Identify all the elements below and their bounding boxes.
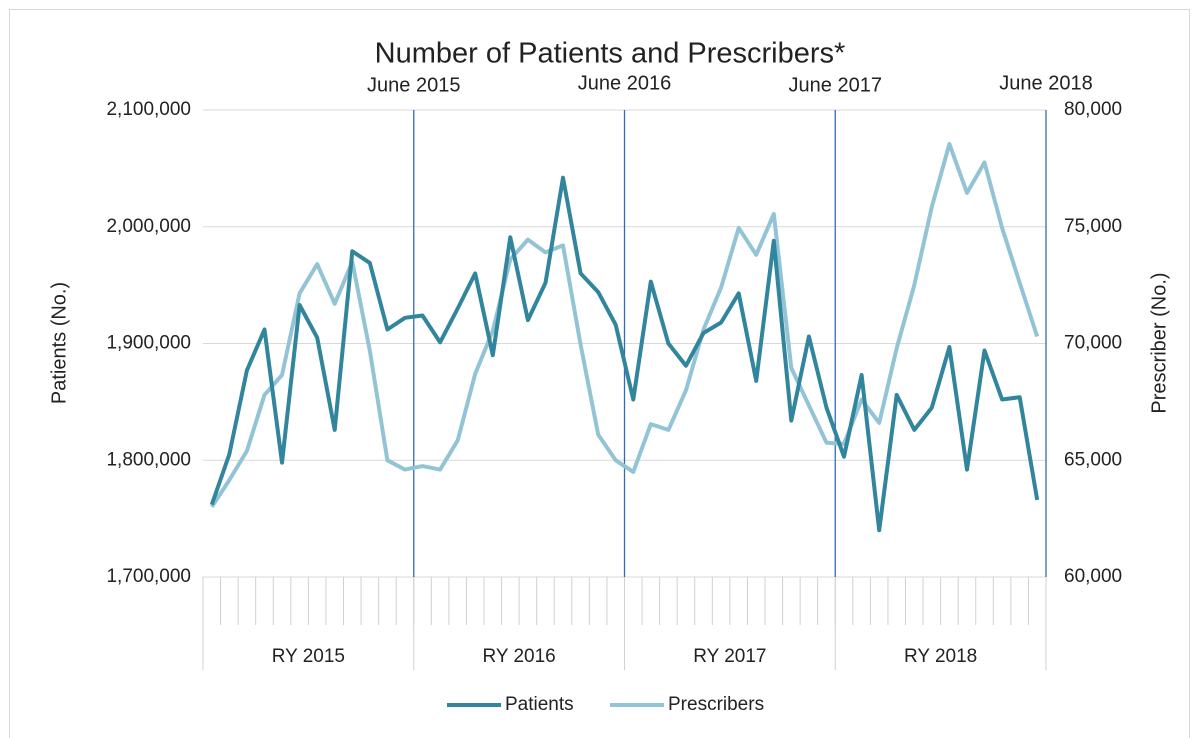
annotation-label: June 2017 [789,74,882,96]
annotation-label: June 2015 [367,74,460,96]
y-axis-label: Patients (No.) [48,282,70,404]
series-line [209,175,1040,533]
y-tick-label: 1,800,000 [106,449,191,470]
y-tick-label: 2,100,000 [106,99,191,120]
legend-label: Patients [505,694,574,715]
annotation-label: June 2016 [578,72,671,94]
group-label: RY 2015 [272,646,345,667]
y2-axis-label: Prescriber (No.) [1148,272,1170,413]
y-tick-label: 1,900,000 [106,333,191,354]
legend-label: Prescribers [668,694,764,715]
y2-tick-label: 70,000 [1064,333,1122,354]
group-label: RY 2017 [693,646,766,667]
annotation-label: June 2018 [999,72,1092,94]
group-label: RY 2016 [482,646,555,667]
y-tick-label: 1,700,000 [106,566,191,587]
y2-tick-label: 80,000 [1064,99,1122,120]
y2-tick-label: 60,000 [1064,566,1122,587]
y2-tick-label: 75,000 [1064,216,1122,237]
chart-frame [9,9,1190,738]
y2-tick-label: 65,000 [1064,449,1122,470]
chart-title: Number of Patients and Prescribers* [375,38,846,70]
group-label: RY 2018 [904,646,977,667]
y-tick-label: 2,000,000 [106,216,191,237]
